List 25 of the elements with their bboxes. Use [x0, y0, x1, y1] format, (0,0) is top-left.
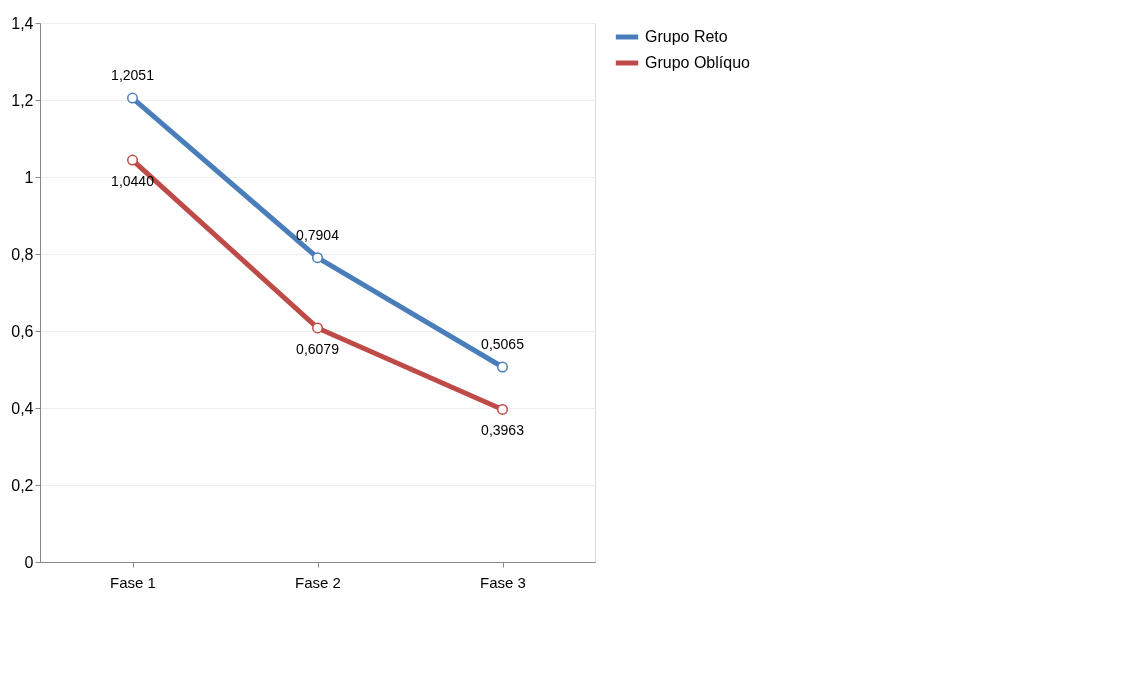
- data-label: 0,7904: [296, 226, 340, 243]
- y-tick-label: 1,4: [11, 14, 34, 32]
- point: [497, 361, 508, 373]
- y-tick-label: 1,2: [11, 91, 34, 109]
- point: [127, 92, 138, 104]
- y-tick-label: 0: [24, 553, 34, 571]
- data-label: 1,2051: [111, 67, 155, 84]
- legend-label: Grupo Oblíquo: [645, 54, 751, 71]
- data-label: 0,6079: [296, 340, 340, 357]
- data-label: 0,5065: [481, 336, 525, 352]
- y-tick-label: 0,8: [11, 245, 34, 263]
- x-tick-label: Fase 2: [295, 573, 341, 591]
- y-tick-label: 0,6: [11, 322, 34, 340]
- data-label: 1,0440: [111, 173, 155, 190]
- y-tick-label: 0,4: [11, 399, 34, 417]
- point: [127, 154, 138, 166]
- x-tick-label: Fase 3: [480, 573, 526, 591]
- point: [312, 322, 323, 334]
- point: [497, 403, 508, 415]
- y-tick-label: 0,2: [11, 476, 34, 494]
- data-label: 0,3963: [481, 422, 525, 439]
- point: [312, 252, 323, 264]
- y-tick-label: 1: [24, 168, 34, 186]
- x-tick-label: Fase 1: [110, 573, 156, 591]
- legend-label: Grupo Reto: [645, 28, 728, 45]
